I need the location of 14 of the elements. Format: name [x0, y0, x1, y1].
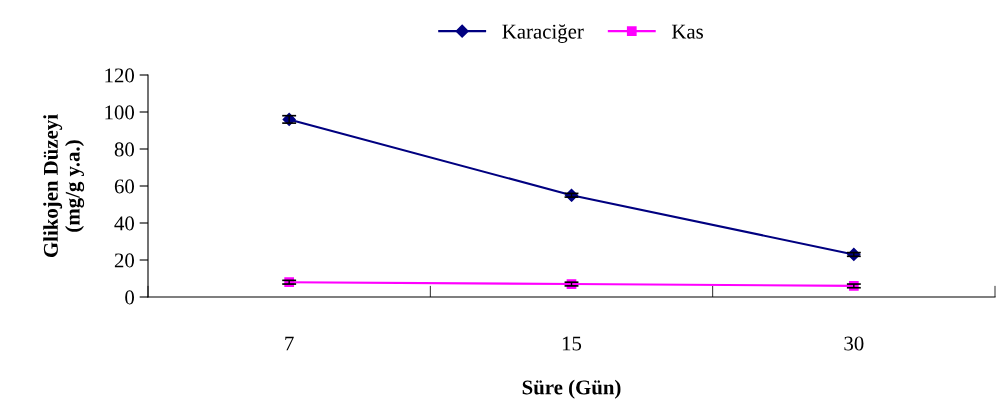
y-axis-title: Glikojen Düzeyi (mg/g y.a.) — [43, 114, 85, 258]
y-tick-label: 40 — [114, 216, 135, 231]
x-axis-title: Süre (Gün) — [522, 379, 621, 399]
y-tick-label: 120 — [105, 68, 135, 83]
y-tick-label: 80 — [114, 142, 135, 157]
y-tick-label: 60 — [114, 179, 135, 194]
y-tick-label: 0 — [125, 290, 135, 305]
x-tick-label: 15 — [562, 336, 582, 351]
y-tick-label: 100 — [105, 105, 135, 120]
x-tick-label: 7 — [285, 336, 294, 351]
legend-label: Kas — [671, 24, 703, 39]
legend-label: Karaciğer — [502, 24, 584, 43]
y-tick-label: 20 — [114, 253, 135, 268]
x-tick-label: 30 — [844, 336, 864, 351]
